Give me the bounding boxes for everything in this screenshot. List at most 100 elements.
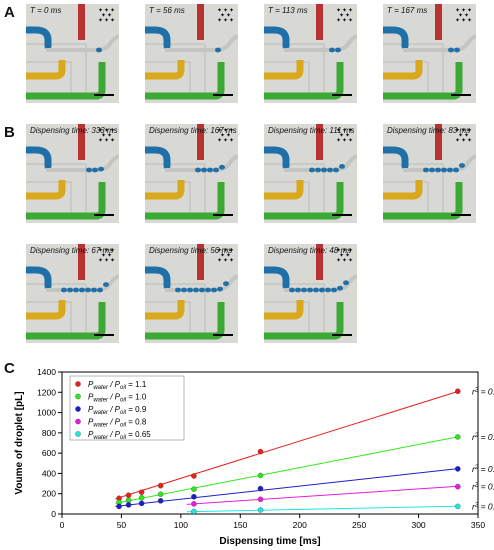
- data-point: [116, 503, 122, 510]
- fit-line: [186, 505, 461, 513]
- marker-icon: ✦: [110, 127, 115, 134]
- scale-bar: [451, 94, 471, 96]
- droplet: [201, 167, 207, 173]
- droplet: [319, 287, 325, 293]
- marker-icon: ✦: [220, 252, 225, 259]
- fit-line: [115, 467, 461, 507]
- droplet: [85, 287, 91, 293]
- scale-bar: [213, 334, 233, 336]
- x-tick-label: 50: [117, 520, 127, 530]
- marker-icon: ✦: [336, 17, 341, 24]
- marker-icon: ✦: [348, 17, 353, 24]
- marker-icon: ✦: [348, 7, 353, 14]
- legend-marker: [75, 393, 81, 400]
- panel-b-label: Dispensing time: 56 ms: [149, 246, 233, 255]
- droplet: [441, 167, 447, 173]
- yellow-channel: [264, 60, 304, 80]
- fit-line: [186, 485, 461, 505]
- marker-icon: ✦: [104, 247, 109, 254]
- x-tick-label: 200: [293, 520, 307, 530]
- marker-icon: ✦: [455, 7, 460, 14]
- droplet: [207, 167, 213, 173]
- legend-entry: Pwater / Poil = 1.1: [88, 380, 147, 391]
- marker-icon: ✦: [348, 127, 353, 134]
- scale-bar: [213, 214, 233, 216]
- marker-icon: ✦: [104, 137, 109, 144]
- droplet: [73, 287, 79, 293]
- data-point: [191, 501, 197, 507]
- marker-icon: ✦: [223, 137, 228, 144]
- data-point: [455, 388, 461, 395]
- data-point: [455, 503, 461, 510]
- red-channel: [197, 4, 204, 40]
- data-point: [157, 491, 164, 497]
- yellow-channel: [264, 180, 304, 200]
- marker-icon: ✦: [461, 17, 466, 24]
- red-channel: [316, 244, 323, 280]
- droplet: [453, 167, 459, 173]
- marker-icon: ✦: [467, 127, 472, 134]
- y-tick-label: 400: [42, 468, 56, 478]
- marker-icon: ✦: [110, 7, 115, 14]
- r2-annotation: r2 = 0.996: [472, 482, 494, 492]
- scale-bar: [213, 94, 233, 96]
- x-axis-label: Dispensing time [ms]: [219, 536, 320, 547]
- marker-icon: ✦: [461, 7, 466, 14]
- legend-box: [69, 375, 185, 441]
- panel-c-letter: C: [4, 360, 15, 377]
- oil-channel: [383, 146, 409, 170]
- data-point: [455, 466, 461, 472]
- marker-icon: ✦: [101, 132, 106, 139]
- oil-channel: [26, 266, 52, 290]
- legend-marker: [75, 418, 81, 425]
- panel-b-label: Dispensing time: 333 ms: [30, 126, 118, 135]
- marker-icon: ✦: [217, 137, 222, 144]
- red-channel: [197, 124, 204, 160]
- marker-icon: ✦: [229, 127, 234, 134]
- red-channel: [316, 124, 323, 160]
- legend-entry: Pwater / Poil = 0.9: [88, 405, 147, 416]
- legend-entry: Pwater / Poil = 0.8: [88, 418, 147, 429]
- droplet: [331, 287, 337, 293]
- droplet: [213, 167, 219, 173]
- marker-icon: ✦: [467, 137, 472, 144]
- droplet: [429, 167, 435, 173]
- panel-b-label: Dispensing time: 67 ms: [30, 246, 114, 255]
- marker-icon: ✦: [458, 12, 463, 19]
- droplet: [309, 167, 315, 173]
- marker-icon: ✦: [217, 17, 222, 24]
- red-channel: [435, 124, 442, 160]
- marker-icon: ✦: [336, 247, 341, 254]
- marker-icon: ✦: [223, 127, 228, 134]
- droplet: [295, 287, 301, 293]
- droplet: [333, 167, 339, 173]
- yellow-channel: [26, 60, 66, 80]
- marker-icon: ✦: [229, 247, 234, 254]
- panel-a-micrograph: ✦ ✦ ✦ ✦ ✦ ✦ ✦ ✦ T = 0 ms: [26, 4, 119, 103]
- marker-icon: ✦: [217, 127, 222, 134]
- panel-b-letter: B: [4, 124, 15, 141]
- yellow-channel: [145, 180, 185, 200]
- marker-icon: ✦: [345, 12, 350, 19]
- marker-icon: ✦: [348, 257, 353, 264]
- marker-icon: ✦: [104, 7, 109, 14]
- oil-channel: [145, 146, 171, 170]
- panel-b-label: Dispensing time: 111 ms: [268, 126, 355, 135]
- marker-icon: ✦: [104, 127, 109, 134]
- droplet: [301, 287, 307, 293]
- data-point: [257, 448, 264, 455]
- droplet: [195, 167, 201, 173]
- r2-annotation: r2 = 0.998: [472, 386, 494, 396]
- oil-channel: [26, 26, 52, 50]
- scale-bar: [94, 214, 114, 216]
- data-point: [191, 494, 197, 500]
- marker-icon: ✦: [217, 7, 222, 14]
- droplet: [181, 287, 187, 293]
- marker-icon: ✦: [342, 257, 347, 264]
- marker-icon: ✦: [336, 257, 341, 264]
- data-point: [191, 486, 197, 492]
- oil-channel: [145, 26, 171, 50]
- red-channel: [78, 244, 85, 280]
- droplet: [215, 47, 221, 53]
- oil-channel: [264, 266, 290, 290]
